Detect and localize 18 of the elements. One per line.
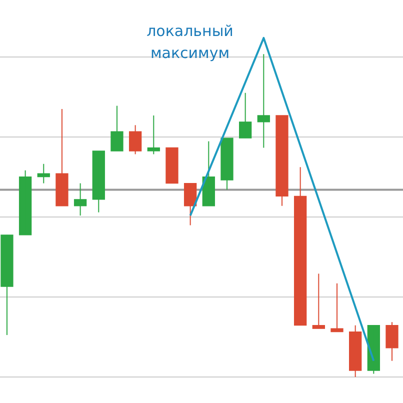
candlestick: [294, 166, 307, 326]
candlestick: [128, 124, 142, 155]
candlestick: [166, 147, 178, 184]
candlestick: [386, 322, 398, 362]
candlestick: [276, 114, 288, 206]
candlestick: [238, 92, 252, 139]
candlestick: [92, 150, 105, 213]
candlestick: [147, 114, 160, 155]
candlestick: [312, 273, 325, 330]
candlestick: [220, 138, 234, 190]
candlestick: [110, 105, 124, 152]
candlestick: [18, 170, 32, 236]
candlestick: [330, 282, 344, 332]
candlestick: [56, 108, 68, 206]
candlestick: [257, 54, 270, 148]
candlestick: [0, 234, 14, 336]
annotation: локальный максимум: [146, 21, 234, 64]
candlestick: [349, 324, 362, 378]
